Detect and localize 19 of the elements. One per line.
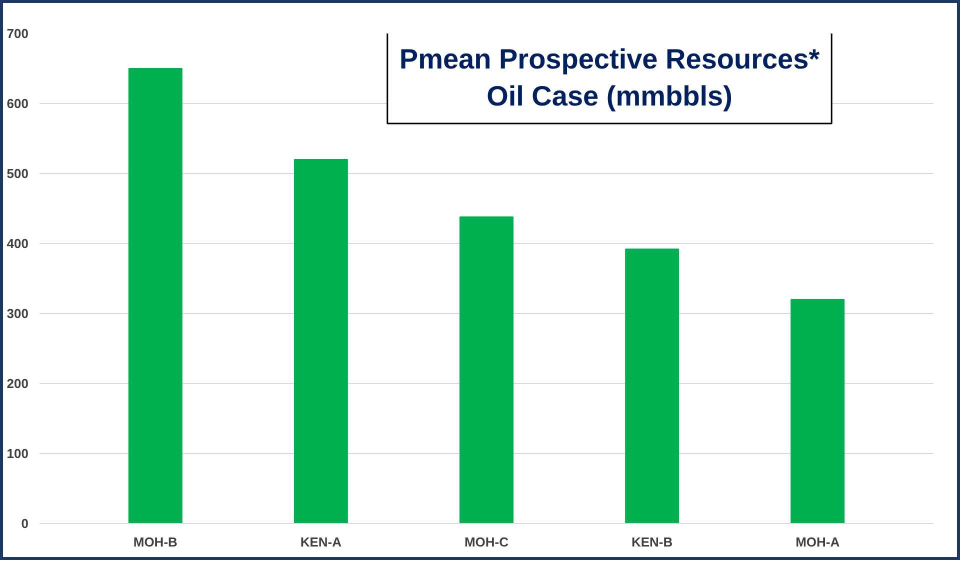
bar — [625, 248, 680, 524]
y-tick-label: 400 — [6, 236, 29, 251]
x-tick-label: MOH-C — [464, 534, 510, 550]
x-tick-label: KEN-B — [631, 534, 673, 550]
y-tick-label: 500 — [6, 166, 29, 181]
bar — [128, 68, 182, 524]
bar — [790, 299, 845, 524]
y-tick-label: 200 — [6, 376, 29, 391]
y-tick-label: 300 — [6, 306, 29, 321]
bar — [294, 159, 348, 524]
y-tick-label: 0 — [21, 516, 29, 531]
text: Pmean Prospective Resources* Oil Case (mmbbls) — [399, 43, 820, 112]
y-tick-label: 600 — [6, 96, 29, 111]
x-tick-label: MOH-B — [133, 534, 178, 550]
y-tick-label: 100 — [6, 446, 29, 461]
x-tick-label: MOH-A — [796, 534, 840, 550]
x-tick-label: KEN-A — [300, 534, 342, 550]
bar — [460, 216, 514, 524]
y-tick-label: 700 — [6, 26, 29, 41]
